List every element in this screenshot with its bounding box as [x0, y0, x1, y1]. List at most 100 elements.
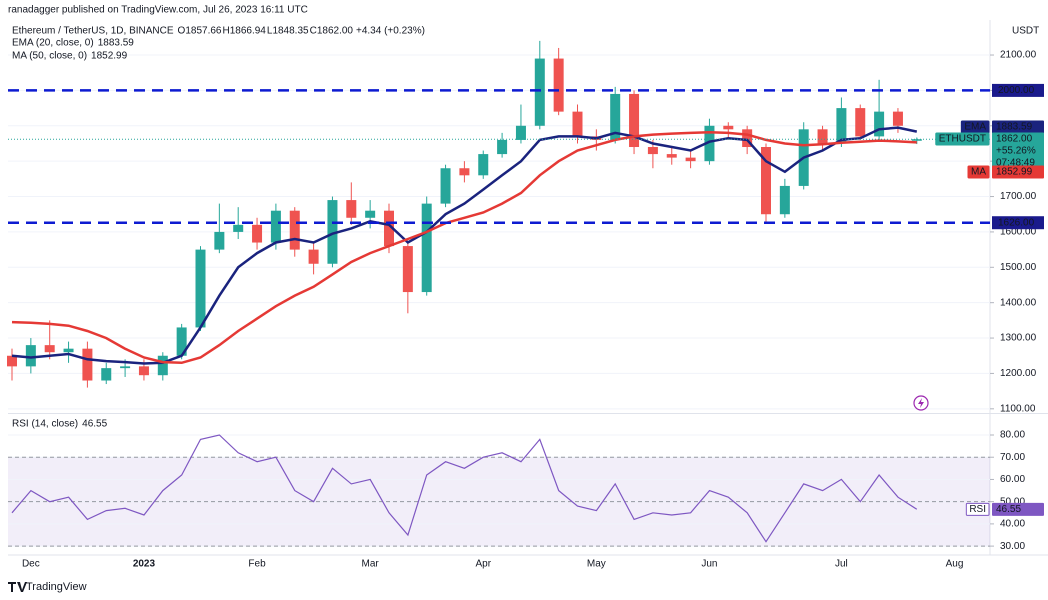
- candle-body: [120, 366, 131, 369]
- level-badge-text: 1626.00: [998, 217, 1035, 228]
- ohlc-value: 1866.94: [230, 26, 267, 37]
- candle-body: [157, 355, 168, 376]
- footer: TradingView: [8, 581, 87, 593]
- y-tick-label: 50.00: [1000, 496, 1025, 507]
- ohlc-value: 1848.35: [272, 26, 309, 37]
- y-tick-label: 1200.00: [1000, 368, 1037, 379]
- candle-body: [138, 366, 149, 376]
- candle-body: [534, 58, 545, 126]
- candle-body: [742, 129, 753, 148]
- rsi-legend-value: 46.55: [82, 419, 107, 430]
- candle-body: [817, 129, 828, 144]
- line-ma: [11, 130, 917, 365]
- ohlc-key: O: [178, 26, 186, 37]
- level-badge: [992, 83, 1044, 97]
- logo: [8, 582, 27, 592]
- x-tick-label: Dec: [22, 559, 40, 570]
- price-badge-text: +55.26%: [996, 146, 1036, 157]
- candle-body: [610, 93, 621, 140]
- x-tick-label: Feb: [248, 559, 266, 570]
- y-tick-label: 1700.00: [1000, 191, 1037, 202]
- candle-body: [252, 224, 263, 243]
- x-tick-label: May: [587, 559, 606, 570]
- candle-body: [25, 345, 36, 367]
- y-tick-label: 2100.00: [1000, 50, 1037, 61]
- candle-body: [308, 249, 319, 264]
- rsi-line: [11, 434, 918, 543]
- candle-body: [836, 108, 847, 144]
- candle-body: [82, 348, 93, 381]
- candle-body: [892, 111, 903, 126]
- x-tick-label: Mar: [362, 559, 380, 570]
- ema-badge-text: 1883.59: [996, 122, 1033, 133]
- x-tick-label: Aug: [946, 559, 964, 570]
- x-tick-label: 2023: [133, 559, 156, 570]
- rsi-badge: [992, 502, 1044, 516]
- ohlc-key: C: [310, 26, 317, 37]
- x-tick-label: Jul: [835, 559, 848, 570]
- rsi-badge-text: 46.55: [996, 504, 1021, 515]
- candle-body: [478, 154, 489, 176]
- change: +4.34 (+0.23%): [356, 26, 425, 37]
- y-tick-label: 1300.00: [1000, 333, 1037, 344]
- candle-body: [384, 210, 394, 247]
- symbol: Ethereum / TetherUS, 1D, BINANCE: [12, 26, 174, 37]
- candle-body: [289, 210, 300, 250]
- candle-body: [44, 345, 55, 353]
- ma-tag-bg: [967, 165, 990, 179]
- legend-value: 1852.99: [91, 51, 128, 62]
- level-badge: [992, 216, 1044, 230]
- ema-tag: EMA: [964, 122, 986, 133]
- legend-name: MA (50, close, 0): [12, 51, 87, 62]
- candle-body: [63, 348, 74, 353]
- y-tick-label: 70.00: [1000, 452, 1025, 463]
- y-tick-label: 80.00: [1000, 430, 1025, 441]
- candle-body: [911, 139, 922, 141]
- y-tick-label: 1500.00: [1000, 262, 1037, 273]
- x-tick-label: Apr: [475, 559, 491, 570]
- candle-body: [7, 355, 17, 367]
- rsi-tag: RSI: [969, 504, 986, 515]
- symbol-tag: ETHUSDT: [939, 134, 986, 145]
- candle-body: [214, 231, 225, 250]
- candle-body: [270, 210, 281, 243]
- x-tick-label: Jun: [701, 559, 717, 570]
- y-tick-label: 1100.00: [1000, 403, 1036, 414]
- candle-body: [327, 200, 338, 264]
- candle-body: [497, 139, 508, 155]
- rsi-title: RSI (14, close): [12, 419, 78, 430]
- legend-name: EMA (20, close, 0): [12, 38, 94, 49]
- symbol-tag-bg: [935, 132, 990, 146]
- candle-body: [459, 168, 470, 176]
- rsi-tag-bg: [965, 502, 990, 516]
- price-badge: [992, 132, 1044, 170]
- y-tick-label: 1600.00: [1000, 227, 1037, 238]
- ma-badge-text: 1852.99: [996, 167, 1033, 178]
- candle-body: [421, 203, 432, 293]
- candle-body: [572, 111, 583, 137]
- price-badge-text: 1862.00: [996, 134, 1033, 145]
- candle-body: [685, 157, 696, 162]
- candle-body: [723, 125, 734, 130]
- currency: USDT: [1012, 26, 1039, 37]
- y-tick-label: 1400.00: [1000, 297, 1037, 308]
- ema-badge: [992, 120, 1044, 134]
- legend-value: 1883.59: [98, 38, 135, 49]
- author-line: ranadagger published on TradingView.com,…: [8, 5, 308, 16]
- ohlc-value: 1862.00: [317, 26, 354, 37]
- candle-body: [233, 224, 244, 232]
- footer-text: TradingView: [26, 581, 87, 593]
- candle-body: [855, 108, 866, 137]
- candle-body: [779, 185, 790, 215]
- candle-body: [195, 249, 206, 328]
- candle-body: [647, 147, 658, 155]
- event-icon-bolt: [918, 398, 924, 408]
- candle-body: [629, 93, 640, 148]
- y-tick-label: 30.00: [1000, 541, 1025, 552]
- candle-body: [515, 125, 526, 140]
- candle-body: [365, 210, 376, 218]
- candle-body: [761, 147, 771, 215]
